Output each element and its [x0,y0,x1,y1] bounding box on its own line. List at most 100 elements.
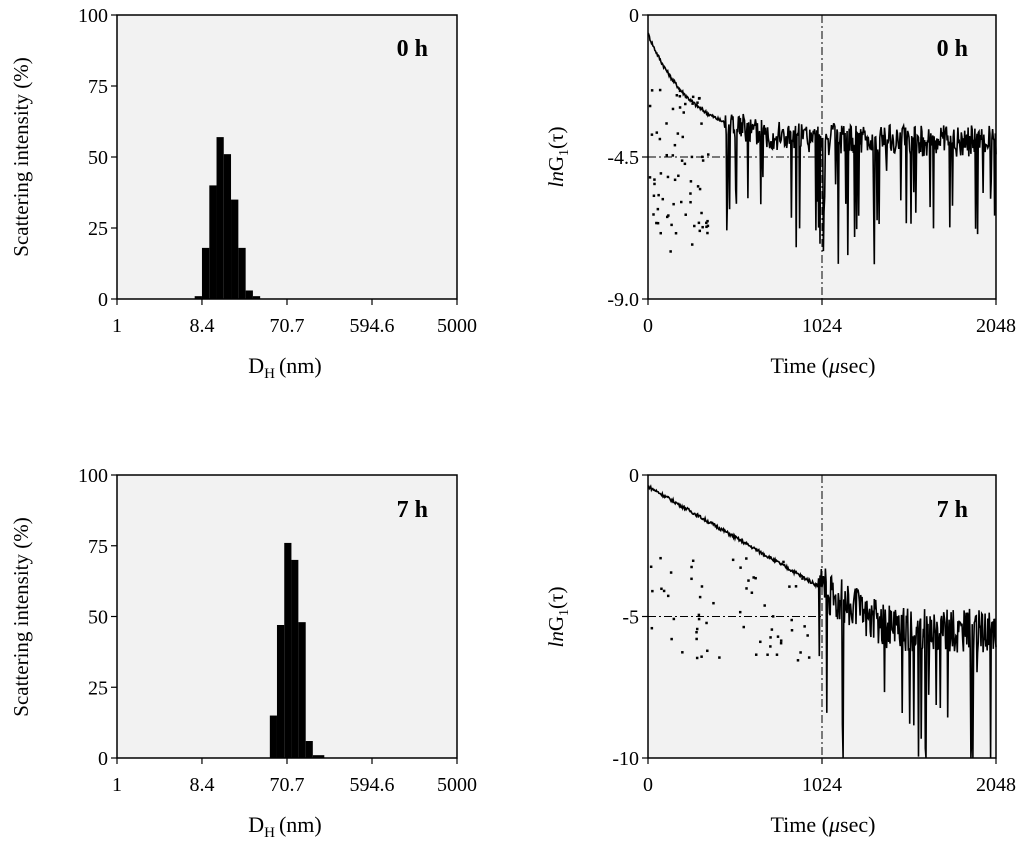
y-tick-label: 100 [78,5,108,27]
y-tick-label: 0 [629,5,639,27]
y-axis-ticks: 0 25 50 75 100 [78,5,117,311]
bar [223,154,232,299]
x-axis-label: DH (nm) [248,353,322,382]
y-label-arg: (τ) [544,127,568,149]
scatter-point [659,231,662,235]
scatter-point [700,122,703,125]
x-tick-label: 594.6 [349,774,394,796]
y-tick-label: 25 [88,677,108,699]
scattered-points [649,556,811,662]
scatter-point [689,192,692,195]
scatter-point [706,224,710,228]
scatter-point [691,559,695,563]
y-tick-label: 0 [98,289,108,311]
scatter-point [695,630,698,634]
scatter-point [693,224,696,228]
x-tick-label: 0 [643,315,653,337]
scatter-point [759,640,762,644]
scatter-point [680,159,684,162]
scatter-point [739,566,742,569]
scatter-point [766,653,769,656]
scatter-point [779,641,783,645]
annotation-time: 7 h [397,497,428,523]
y-tick-label: -9.0 [607,289,639,311]
x-axis-ticks: 0 1024 2048 [643,758,1016,796]
y-tick-label: -4.5 [607,147,639,169]
scatter-point [738,610,742,614]
scatter-point [665,122,668,125]
panel-correlation-7h: 0 -5 -10 0 1024 2048 7 h lnG1(τ) Time (μsec) [544,465,1016,837]
decay-curve [647,484,997,759]
annotation-time: 7 h [937,497,968,523]
scatter-point [681,135,685,139]
y-axis-ticks: 0 25 50 75 100 [78,465,117,770]
bar [291,559,299,758]
x-axis-label: DH (nm) [248,812,322,841]
scatter-point [697,97,701,100]
annotation-time: 0 h [397,36,428,62]
scatter-point [673,143,677,147]
x-axis-ticks: 0 1024 2048 [643,299,1016,337]
scatter-point [670,223,673,227]
x-tick-label: 1 [112,774,122,796]
scatter-point [669,571,673,574]
scatter-point [691,95,695,99]
scatter-point [650,89,654,92]
panel-size-distribution-7h: 0 25 50 75 100 1 8.4 70.7 594.6 5000 7 h Scatter… [9,465,477,841]
scatter-point [670,637,673,641]
scatter-point [665,215,669,219]
scatter-point [678,95,682,98]
y-tick-label: -10 [612,748,639,770]
scatter-point [698,595,702,599]
scatter-point [679,200,683,204]
y-tick-label: 50 [88,607,108,629]
y-label-subscript: 1 [557,149,572,156]
scatter-point [705,621,708,625]
scatter-point [671,154,675,157]
plot-area [116,14,458,300]
scatter-point [672,202,675,206]
bars [269,542,325,758]
scatter-point [662,589,666,593]
panel-correlation-0h: 0 -4.5 -9.0 0 1024 2048 0 h lnG1(τ) Time (μs… [544,5,1016,378]
x-tick-label: 2048 [976,315,1016,337]
scatter-point [754,576,757,580]
annotation-time: 0 h [937,36,968,62]
y-axis-label: lnG1(τ) [544,127,572,188]
x-tick-label: 594.6 [349,315,394,337]
scatter-point [696,185,700,188]
scatter-point [807,656,811,659]
scatter-point [782,560,785,564]
y-tick-label: -5 [622,607,639,629]
scatter-point [706,231,709,235]
scatter-point [676,132,680,135]
scatter-point [678,106,682,109]
x-label-end: sec) [840,353,875,378]
x-label-end: sec) [840,812,875,837]
scatter-point [701,155,704,159]
scatter-point [671,107,675,111]
bar [298,622,306,758]
bar [194,296,202,299]
scatter-point [697,221,701,225]
scatter-point [718,656,721,659]
panel-size-distribution-0h: 0 25 50 75 100 1 8.4 70.7 594.6 5000 0 h Scatter… [9,5,477,382]
y-axis-label: lnG1(τ) [544,587,572,648]
bar [238,247,246,299]
scatter-point [695,656,699,660]
scatter-point [788,585,791,588]
scattered-points [648,88,710,253]
scatter-point [806,634,809,637]
scatter-point [648,104,652,108]
scatter-point [771,615,775,618]
scatter-point [673,178,677,182]
scatter-point [790,629,794,632]
scatter-point [700,585,704,588]
scatter-point [675,94,679,97]
scatter-point [698,229,702,233]
y-tick-label: 0 [629,465,639,487]
y-label-ln: ln [544,631,568,647]
scatter-point [659,172,663,175]
scatter-point [684,102,687,106]
scatter-point [682,111,685,114]
